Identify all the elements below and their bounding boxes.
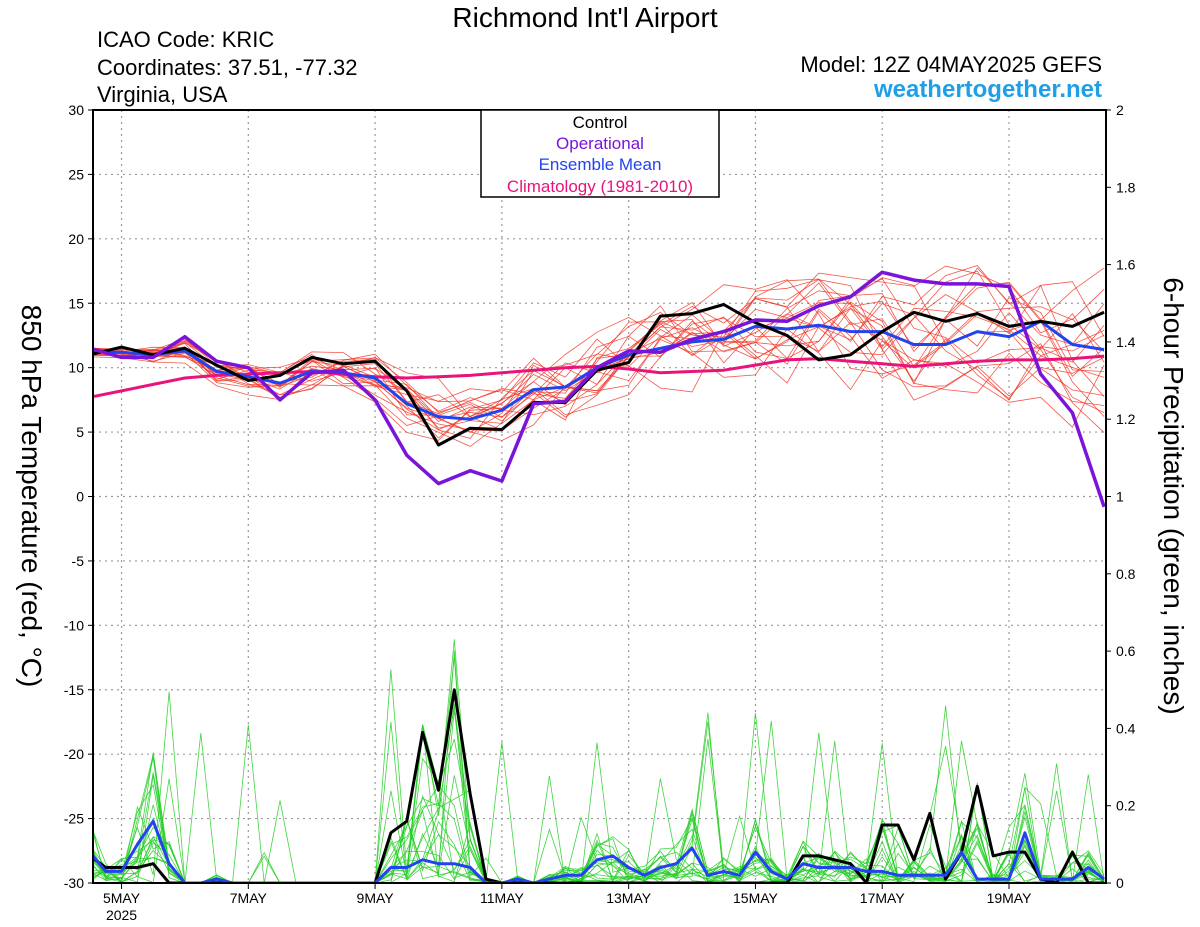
x-tick-label: 5MAY — [103, 890, 141, 906]
precip-member-line — [93, 722, 1105, 883]
precip-member-line — [93, 703, 1105, 883]
temp-member-line — [93, 267, 1105, 439]
temp-member-line — [93, 317, 1105, 433]
legend-ensemble-mean: Ensemble Mean — [539, 155, 662, 174]
y-tick-label-left: -20 — [64, 746, 84, 762]
x-tick-label: 15MAY — [733, 890, 779, 906]
y-tick-label-left: 25 — [68, 166, 84, 182]
y-tick-label-left: -10 — [64, 617, 84, 633]
x-tick-label: 9MAY — [357, 890, 395, 906]
precip-member-line — [93, 705, 1105, 883]
y-tick-label-right: 1.2 — [1116, 411, 1136, 427]
temp-member-line — [93, 265, 1105, 441]
icao-code: ICAO Code: KRIC — [97, 27, 275, 52]
y-tick-label-left: -5 — [72, 553, 85, 569]
y-tick-label-right: 1.8 — [1116, 179, 1136, 195]
temp-member-line — [93, 281, 1105, 426]
x-tick-label: 17MAY — [860, 890, 906, 906]
ensemble-members — [93, 265, 1105, 883]
temp-member-line — [93, 297, 1105, 418]
temp-member-line — [93, 265, 1105, 416]
y-tick-label-left: 10 — [68, 360, 84, 376]
y-tick-label-right: 0.4 — [1116, 720, 1136, 736]
y-tick-label-left: 15 — [68, 295, 84, 311]
coordinates: Coordinates: 37.51, -77.32 — [97, 55, 358, 80]
y-tick-label-left: -15 — [64, 682, 84, 698]
legend-control: Control — [573, 113, 628, 132]
site-credit[interactable]: weathertogether.net — [873, 76, 1102, 103]
precip-member-line — [93, 789, 1105, 883]
y-tick-label-right: 1 — [1116, 489, 1124, 505]
region: Virginia, USA — [97, 82, 228, 107]
temp-member-line — [93, 284, 1105, 418]
y-tick-label-right: 0.6 — [1116, 643, 1136, 659]
precip-member-line — [93, 691, 1105, 883]
precip-member-line — [93, 720, 1105, 883]
y-tick-label-right: 1.4 — [1116, 334, 1136, 350]
y-tick-label-right: 0.2 — [1116, 798, 1136, 814]
precip-member-line — [93, 657, 1105, 883]
data-series — [93, 270, 1106, 883]
legend-climatology: Climatology (1981-2010) — [507, 177, 693, 196]
x-tick-label: 13MAY — [606, 890, 652, 906]
x-year-label: 2025 — [106, 907, 137, 923]
x-tick-label: 7MAY — [230, 890, 268, 906]
y-tick-label-right: 2 — [1116, 102, 1124, 118]
y-tick-label-left: -25 — [64, 811, 84, 827]
precip-member-line — [93, 740, 1105, 883]
gridlines — [93, 110, 1106, 883]
y-tick-label-left: 5 — [76, 424, 84, 440]
y-axis-label-right: 6-hour Precipitation (green, inches) — [1158, 277, 1189, 714]
legend-box — [480, 109, 720, 198]
temp-member-line — [93, 303, 1105, 439]
y-tick-label-left: 20 — [68, 231, 84, 247]
y-tick-label-right: 0 — [1116, 875, 1124, 891]
temp-member-line — [93, 270, 1105, 422]
precip-member-line — [93, 669, 1105, 883]
operational-temp-line — [93, 270, 1106, 508]
model-run: Model: 12Z 04MAY2025 GEFS — [800, 52, 1102, 77]
y-tick-label-left: 30 — [68, 102, 84, 118]
y-tick-label-right: 1.6 — [1116, 257, 1136, 273]
y-tick-label-right: 0.8 — [1116, 566, 1136, 582]
chart-title: Richmond Int'l Airport — [452, 2, 718, 33]
axes: 302520151050-5-10-15-20-25-3021.81.61.41… — [64, 102, 1136, 923]
x-tick-label: 11MAY — [480, 890, 524, 906]
ensemble-mean-precip-line — [93, 819, 1105, 883]
y-tick-label-left: 0 — [76, 489, 84, 505]
x-tick-label: 19MAY — [987, 890, 1033, 906]
temp-member-line — [93, 278, 1105, 403]
legend-operational: Operational — [556, 134, 644, 153]
y-axis-label-left: 850 hPa Temperature (red, °C) — [16, 305, 47, 688]
control-precip-line — [93, 688, 1105, 883]
temp-member-line — [93, 298, 1105, 429]
legend: Control Operational Ensemble Mean Climat… — [480, 109, 720, 198]
temp-member-line — [93, 279, 1105, 422]
y-tick-label-left: -30 — [64, 875, 84, 891]
